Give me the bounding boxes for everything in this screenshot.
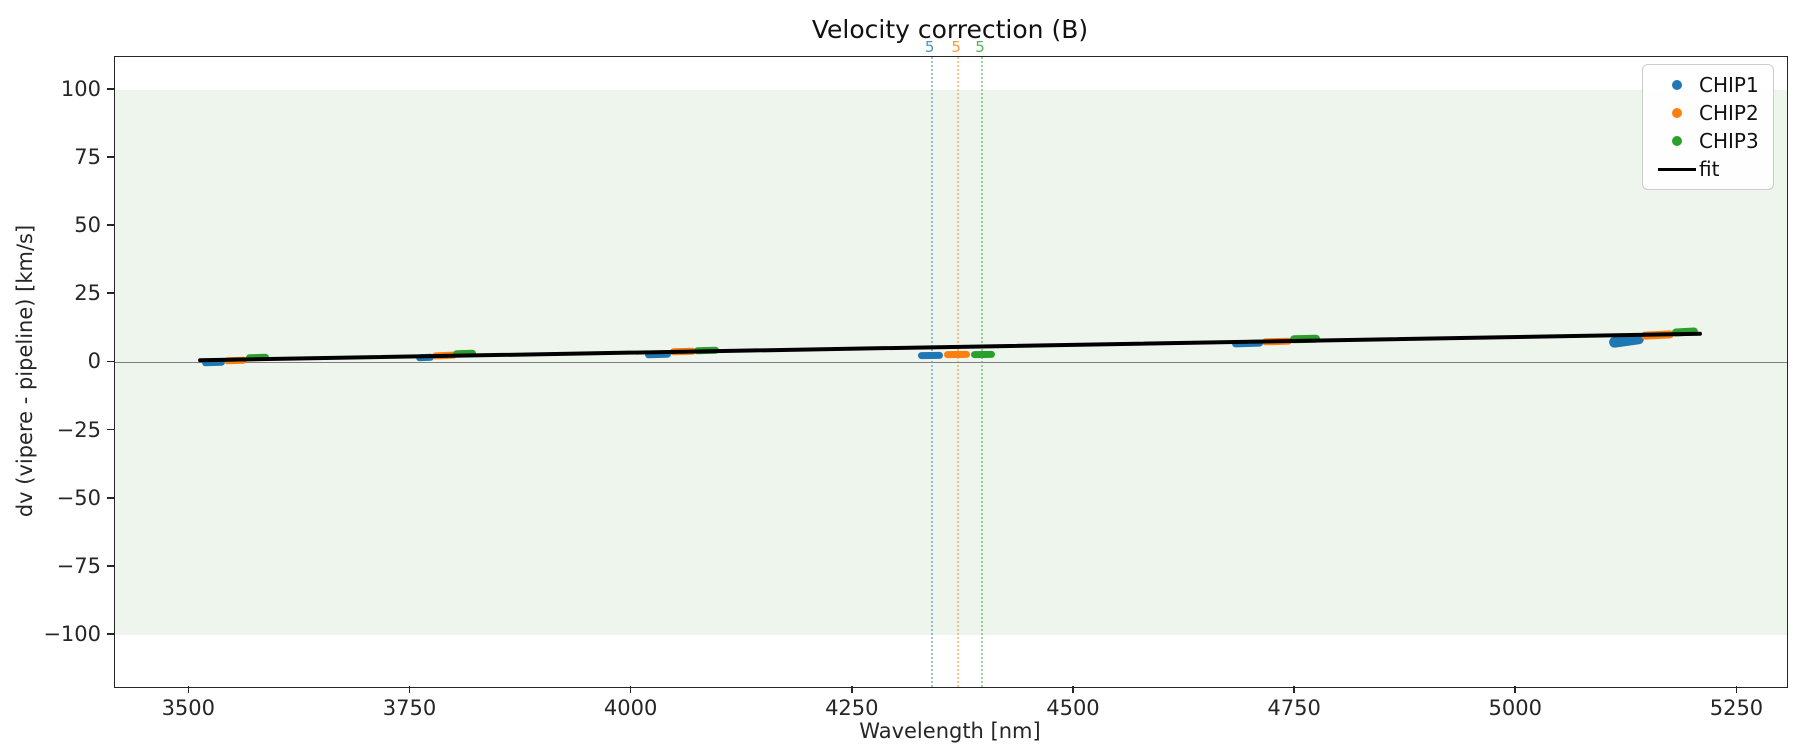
x-tick-label: 3750 — [382, 696, 437, 720]
legend-label: CHIP1 — [1699, 73, 1759, 97]
y-tick-label: −50 — [56, 485, 101, 510]
legend-label: fit — [1699, 157, 1720, 181]
dot-marker-icon — [1672, 80, 1682, 90]
x-axis-label: Wavelength [nm] — [859, 719, 1041, 743]
legend-line-icon — [1655, 167, 1699, 171]
y-tick-label: 0 — [87, 349, 101, 374]
legend-dot-icon — [1655, 108, 1699, 118]
y-axis-label: dv (vipere - pipeline) [km/s] — [13, 224, 37, 518]
order-number-label: 5 — [951, 38, 961, 56]
x-tick-label: 4500 — [1046, 696, 1100, 720]
y-tick — [107, 156, 114, 158]
y-tick — [107, 292, 114, 295]
x-tick — [1735, 686, 1738, 693]
x-tick — [851, 686, 853, 693]
zero-line — [115, 361, 1787, 364]
y-tick — [107, 497, 114, 499]
x-tick — [1072, 686, 1074, 693]
legend-label: CHIP2 — [1699, 101, 1759, 125]
y-tick — [107, 224, 114, 226]
y-tick — [107, 428, 114, 431]
x-tick-label: 5000 — [1488, 696, 1543, 720]
legend-item-fit: fit — [1655, 157, 1763, 181]
x-tick-label: 3500 — [161, 696, 216, 720]
scatter-segment-chip1 — [918, 351, 944, 359]
scatter-segment-chip2 — [943, 351, 970, 359]
y-tick — [107, 565, 114, 567]
scatter-segment-chip3 — [971, 350, 996, 359]
x-tick-label: 4000 — [603, 696, 658, 720]
dot-marker-icon — [1672, 108, 1682, 118]
order-marker-line — [930, 57, 933, 687]
y-tick-label: 25 — [74, 281, 101, 306]
legend-dot-icon — [1655, 80, 1699, 90]
y-tick — [107, 633, 114, 635]
line-marker-icon — [1658, 167, 1696, 171]
y-tick — [107, 360, 114, 363]
legend-item-chip3: CHIP3 — [1655, 129, 1763, 153]
order-number-label: 5 — [924, 38, 935, 56]
y-tick — [107, 87, 114, 90]
y-tick-label: −75 — [56, 554, 101, 578]
y-tick-label: 50 — [74, 213, 101, 238]
x-tick-label: 4250 — [825, 696, 879, 720]
legend-dot-icon — [1655, 136, 1699, 146]
x-tick-label: 5250 — [1709, 696, 1764, 720]
legend-label: CHIP3 — [1699, 129, 1759, 153]
legend-item-chip1: CHIP1 — [1655, 73, 1763, 97]
x-tick — [629, 686, 632, 693]
x-tick — [1293, 686, 1295, 693]
chart-title: Velocity correction (B) — [811, 15, 1089, 44]
order-marker-line — [981, 57, 984, 687]
order-number-label: 5 — [975, 38, 985, 56]
x-tick — [408, 686, 411, 693]
dot-marker-icon — [1672, 136, 1682, 146]
y-tick-label: −25 — [56, 417, 101, 442]
x-tick — [187, 686, 190, 693]
legend-item-chip2: CHIP2 — [1655, 101, 1763, 125]
x-tick-label: 4750 — [1267, 696, 1321, 720]
plot-area: CHIP1 CHIP2 CHIP3 fit — [114, 56, 1788, 688]
legend: CHIP1 CHIP2 CHIP3 fit — [1642, 64, 1774, 190]
y-tick-label: −100 — [43, 622, 101, 647]
order-marker-line — [957, 57, 960, 687]
y-tick-label: 100 — [60, 76, 101, 101]
x-tick — [1514, 686, 1517, 693]
y-tick-label: 75 — [74, 144, 101, 169]
